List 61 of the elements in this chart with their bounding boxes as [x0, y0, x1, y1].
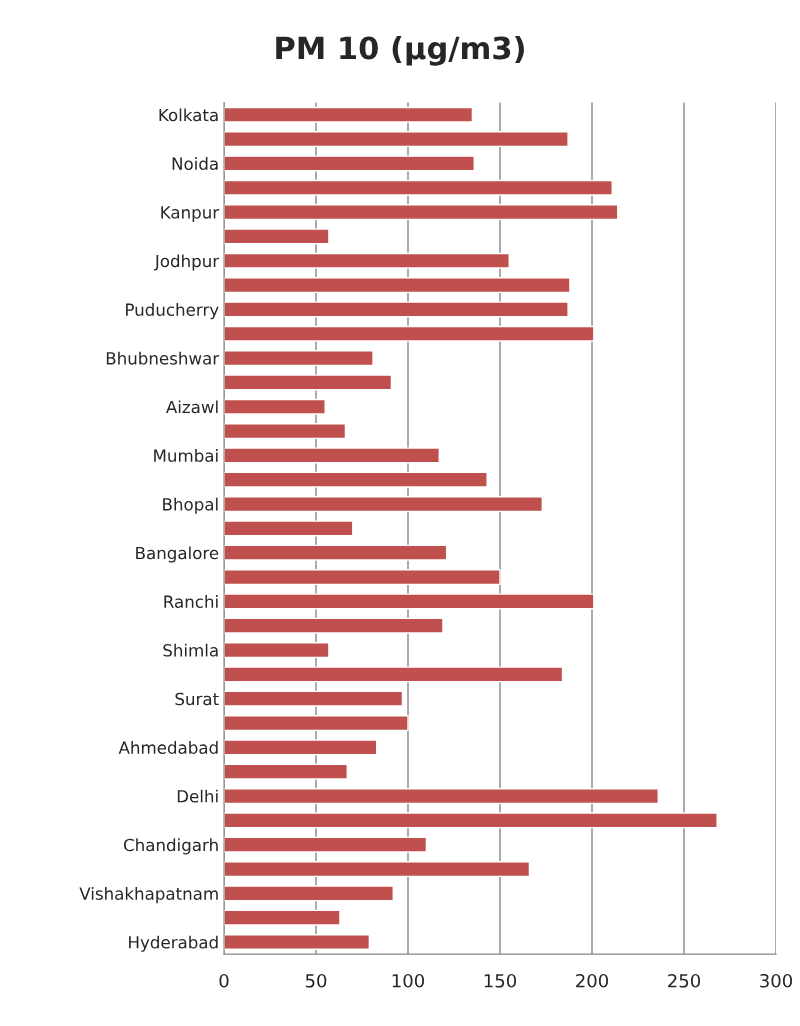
y-tick-label: Puducherry [126, 303, 219, 320]
y-tick-label: Bhubneshwar [106, 351, 220, 365]
bar [224, 934, 371, 951]
bar [224, 666, 564, 683]
y-tick-label: Hyderabad [129, 935, 218, 952]
y-tick-label: Surat [175, 692, 219, 706]
y-tick-label: Jodhpur [154, 254, 220, 271]
bar [224, 812, 718, 829]
bar [224, 155, 475, 172]
bar [224, 301, 569, 318]
bar [224, 885, 394, 902]
bar [224, 179, 613, 196]
y-tick-label: Noida [172, 157, 218, 170]
chart-title: PM 10 (µg/m3) [276, 35, 524, 66]
x-tick-label: 250 [668, 973, 701, 988]
bar [224, 569, 501, 586]
bar [224, 690, 404, 707]
bar [224, 325, 595, 342]
bar [224, 739, 378, 756]
bar [224, 909, 341, 926]
x-tick-label: 0 [219, 973, 229, 988]
bar [224, 593, 595, 610]
bar [224, 228, 330, 245]
y-tick-label: Kanpur [161, 206, 220, 222]
bar [224, 763, 348, 780]
bar [224, 204, 619, 221]
x-tick-label: 300 [760, 973, 793, 988]
y-tick-label: Aizawl [166, 400, 218, 414]
y-tick-label: Ahmedabad [118, 741, 218, 754]
y-tick-label: Bangalore [136, 546, 219, 563]
bar [224, 520, 354, 537]
bar [224, 252, 510, 269]
x-tick-label: 200 [576, 973, 609, 988]
y-tick-label: Delhi [177, 789, 218, 803]
bar [224, 423, 347, 440]
bar [224, 617, 444, 634]
y-tick-label: Kolkata [159, 108, 218, 122]
bar [224, 350, 374, 367]
bar [224, 131, 569, 148]
bar [224, 642, 330, 659]
bar [224, 861, 531, 878]
bar [224, 715, 409, 732]
bar [224, 447, 440, 464]
x-tick-label: 100 [392, 973, 425, 988]
y-tick-label: Mumbai [154, 449, 218, 462]
bar [224, 398, 326, 415]
bar [224, 788, 659, 805]
y-tick-label: Ranchi [164, 595, 218, 608]
x-tick-label: 50 [305, 973, 327, 988]
bar [224, 374, 393, 391]
bar [224, 836, 428, 853]
y-tick-label: Shimla [163, 643, 218, 657]
y-tick-label: Vishakhapatnam [79, 887, 218, 904]
bar [224, 106, 474, 123]
bar [224, 496, 544, 513]
y-tick-label: Bhopal [163, 497, 218, 514]
x-tick-label: 150 [484, 973, 517, 988]
bar [224, 544, 448, 561]
bar [224, 471, 488, 488]
y-tick-label: Chandigarh [123, 838, 218, 855]
bar [224, 277, 571, 294]
